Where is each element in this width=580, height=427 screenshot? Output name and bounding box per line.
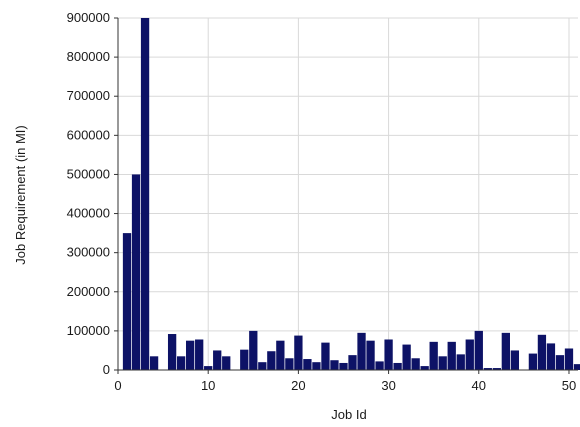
bar-job-47 bbox=[537, 334, 547, 370]
y-tick-label: 900000 bbox=[67, 10, 110, 25]
bar-job-14 bbox=[240, 349, 249, 370]
bar-job-19 bbox=[285, 358, 294, 370]
y-tick-label: 500000 bbox=[67, 166, 110, 181]
gridlines bbox=[118, 17, 578, 370]
y-tick-label: 400000 bbox=[67, 206, 110, 221]
y-tick-label: 200000 bbox=[67, 284, 110, 299]
y-tick-label: 700000 bbox=[67, 88, 110, 103]
y-axis-label: Job Requirement (in MI) bbox=[13, 125, 28, 264]
bar-job-34 bbox=[420, 366, 429, 370]
y-tick-label: 800000 bbox=[67, 49, 110, 64]
bar-job-35 bbox=[429, 341, 438, 370]
bar-job-51 bbox=[573, 364, 580, 370]
x-tick-label: 50 bbox=[562, 378, 576, 393]
bar-job-23 bbox=[321, 342, 330, 370]
y-tick-label: 600000 bbox=[67, 127, 110, 142]
bar-job-36 bbox=[438, 356, 447, 370]
bar-job-42 bbox=[492, 368, 501, 370]
bar-job-6 bbox=[167, 334, 177, 370]
bar-job-50 bbox=[564, 348, 574, 370]
y-tick-label: 300000 bbox=[67, 245, 110, 260]
bar-job-37 bbox=[447, 341, 456, 370]
bar-job-4 bbox=[149, 356, 159, 370]
y-tick-label: 0 bbox=[103, 362, 110, 377]
bar-job-31 bbox=[393, 362, 402, 370]
bar-job-41 bbox=[483, 368, 492, 370]
bar-job-29 bbox=[375, 361, 384, 370]
bar-job-22 bbox=[312, 362, 321, 370]
bar-job-15 bbox=[249, 330, 258, 370]
bar-job-26 bbox=[348, 355, 357, 370]
bar-job-20 bbox=[294, 335, 303, 370]
bar-job-32 bbox=[402, 344, 411, 370]
bar-job-17 bbox=[267, 351, 276, 370]
bar-job-7 bbox=[176, 356, 186, 370]
bar-job-18 bbox=[276, 340, 285, 370]
bar-job-16 bbox=[258, 362, 267, 370]
x-tick-label: 0 bbox=[114, 378, 121, 393]
bar-job-33 bbox=[411, 358, 420, 370]
bar-job-24 bbox=[330, 360, 339, 370]
bar-job-38 bbox=[456, 354, 465, 370]
bar-job-12 bbox=[222, 356, 231, 370]
bar-job-46 bbox=[528, 353, 538, 370]
x-tick-label: 10 bbox=[201, 378, 215, 393]
bar-job-1 bbox=[122, 233, 132, 370]
bar-job-10 bbox=[204, 366, 213, 370]
bar-job-28 bbox=[366, 340, 375, 370]
bar-job-27 bbox=[357, 332, 366, 370]
tick-labels: 0 100000 200000 300000 400000 500000 600000 700… bbox=[67, 10, 577, 393]
bar-job-48 bbox=[546, 343, 556, 370]
bar-job-30 bbox=[384, 339, 393, 370]
bar-job-2 bbox=[131, 174, 141, 370]
y-tick-label: 100000 bbox=[67, 323, 110, 338]
bar-job-25 bbox=[339, 362, 348, 370]
x-tick-label: 40 bbox=[472, 378, 486, 393]
x-tick-label: 30 bbox=[381, 378, 395, 393]
axes bbox=[114, 17, 578, 374]
bar-job-49 bbox=[555, 355, 565, 370]
bar-job-40 bbox=[474, 330, 483, 370]
bar-job-44 bbox=[510, 350, 520, 370]
bar-job-8 bbox=[186, 340, 195, 370]
bars bbox=[122, 18, 580, 370]
bar-job-3 bbox=[140, 18, 150, 370]
bar-job-39 bbox=[465, 339, 474, 370]
bar-job-21 bbox=[303, 359, 312, 370]
bar-job-11 bbox=[213, 350, 222, 370]
bar-job-43 bbox=[501, 332, 510, 370]
x-tick-label: 20 bbox=[291, 378, 305, 393]
bar-job-9 bbox=[195, 339, 204, 370]
x-axis-label: Job Id bbox=[331, 407, 366, 422]
